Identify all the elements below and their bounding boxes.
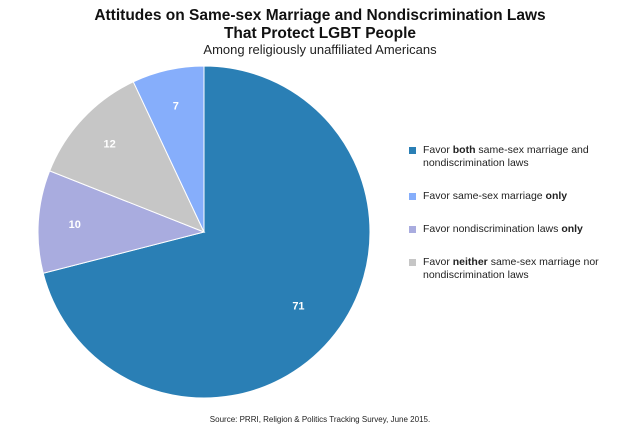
legend-item-1: Favor same-sex marriage only	[409, 190, 639, 203]
pie-slice-1	[132, 65, 205, 233]
chart-title: Attitudes on Same-sex Marriage and Nondi…	[0, 7, 640, 43]
pie-value-label-0: 71	[292, 300, 304, 312]
legend-label-3: Favor neither same-sex marriage nor nond…	[423, 256, 599, 281]
legend-item-0: Favor both same-sex marriage and nondisc…	[409, 144, 639, 170]
legend-swatch-0	[409, 147, 416, 154]
legend-swatch-2	[409, 226, 416, 233]
source-note: Source: PRRI, Religion & Politics Tracki…	[209, 415, 431, 424]
pie-slice-3	[49, 81, 205, 233]
legend-label-1: Favor same-sex marriage only	[423, 190, 568, 202]
legend-item-2: Favor nondiscrimination laws only	[409, 223, 639, 236]
chart-title-line2: That Protect LGBT People	[223, 25, 417, 42]
legend-swatch-3	[409, 259, 416, 266]
chart-title-line1: Attitudes on Same-sex Marriage and Nondi…	[94, 7, 546, 24]
pie-slice-2	[37, 170, 206, 274]
chart-subtitle: Among religiously unaffiliated Americans	[203, 42, 437, 57]
pie-value-label-1: 7	[173, 101, 179, 113]
legend-item-3: Favor neither same-sex marriage nor nond…	[409, 256, 639, 282]
pie-value-label-3: 12	[103, 138, 115, 150]
legend-swatch-1	[409, 193, 416, 200]
legend-label-0: Favor both same-sex marriage and nondisc…	[423, 144, 589, 169]
chart-legend: Favor both same-sex marriage and nondisc…	[409, 144, 639, 302]
legend-label-2: Favor nondiscrimination laws only	[423, 223, 583, 235]
pie-slice-0	[42, 65, 371, 399]
pie-value-label-2: 10	[69, 219, 81, 231]
